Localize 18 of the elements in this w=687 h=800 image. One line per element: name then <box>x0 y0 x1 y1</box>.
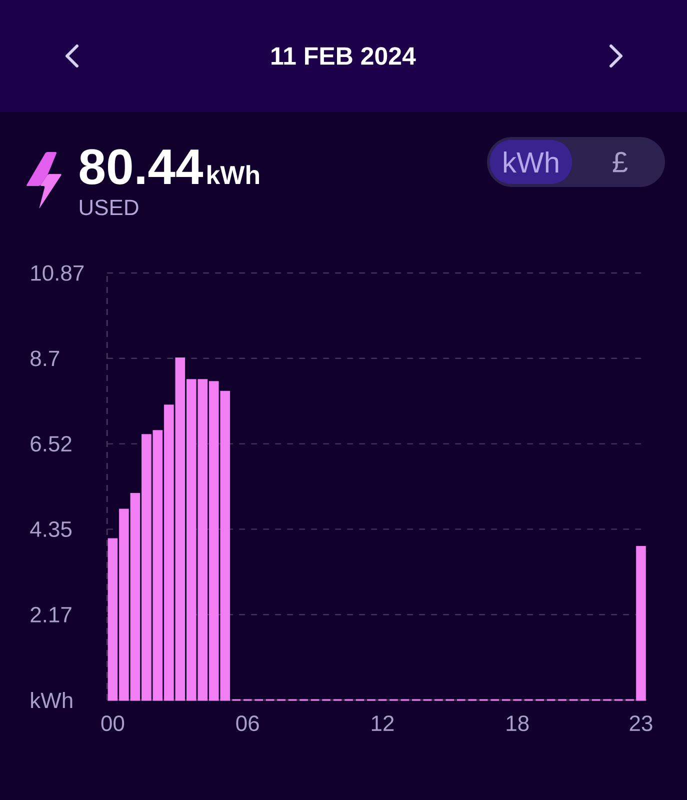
text: 80.44 <box>80 149 204 184</box>
y-tick-label: 2.17 <box>30 606 72 622</box>
x-tick-label: 00 <box>101 716 124 732</box>
text: kWh <box>504 151 558 173</box>
x-tick-label: 23 <box>630 716 652 732</box>
y-tick-label: 4.35 <box>30 521 72 537</box>
x-tick-label: 12 <box>372 716 394 731</box>
y-tick-label: 8.7 <box>30 350 60 366</box>
y-tick-label: kWh <box>31 692 72 708</box>
y-tick-label: 10.87 <box>31 265 84 281</box>
bar <box>636 546 646 701</box>
x-tick-label: 06 <box>236 716 259 732</box>
text: £ <box>612 152 628 172</box>
x-tick-label: 18 <box>506 716 529 732</box>
text: kWh <box>208 165 259 184</box>
chart-title: 11 FEB 2024 <box>272 47 416 65</box>
text: USED <box>80 200 138 216</box>
y-tick-label: 6.52 <box>30 436 72 452</box>
